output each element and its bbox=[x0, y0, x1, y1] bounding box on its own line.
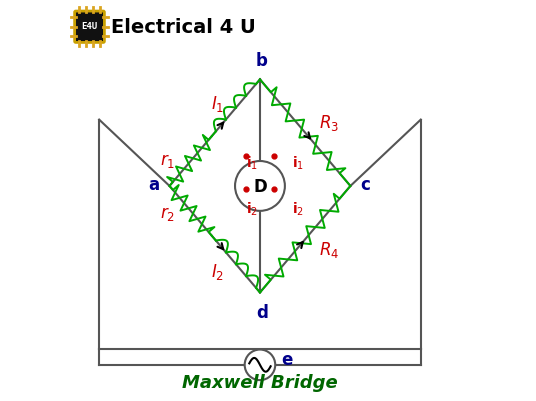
FancyBboxPatch shape bbox=[75, 12, 105, 43]
Text: e: e bbox=[281, 350, 293, 368]
Text: $R_3$: $R_3$ bbox=[319, 113, 339, 133]
Text: $r_2$: $r_2$ bbox=[160, 205, 175, 223]
Text: b: b bbox=[256, 52, 268, 70]
Text: Electrical 4 U: Electrical 4 U bbox=[111, 18, 256, 37]
Circle shape bbox=[235, 162, 285, 211]
Text: $R_4$: $R_4$ bbox=[319, 239, 339, 259]
Text: Maxwell Bridge: Maxwell Bridge bbox=[182, 373, 338, 391]
Text: $\mathbf{i}_1$: $\mathbf{i}_1$ bbox=[246, 154, 258, 171]
Text: c: c bbox=[361, 176, 370, 193]
Text: E4U: E4U bbox=[81, 22, 98, 31]
Text: $\mathbf{i}_2$: $\mathbf{i}_2$ bbox=[246, 200, 258, 217]
Circle shape bbox=[244, 350, 276, 380]
Text: $r_1$: $r_1$ bbox=[160, 152, 175, 170]
Text: $I_2$: $I_2$ bbox=[211, 261, 225, 281]
Text: $\mathbf{i}_1$: $\mathbf{i}_1$ bbox=[292, 154, 304, 171]
Text: $I_1$: $I_1$ bbox=[211, 94, 225, 114]
Text: $\mathbf{i}_2$: $\mathbf{i}_2$ bbox=[292, 200, 304, 217]
Text: a: a bbox=[148, 176, 160, 193]
Text: d: d bbox=[256, 303, 268, 321]
Text: D: D bbox=[253, 178, 267, 195]
